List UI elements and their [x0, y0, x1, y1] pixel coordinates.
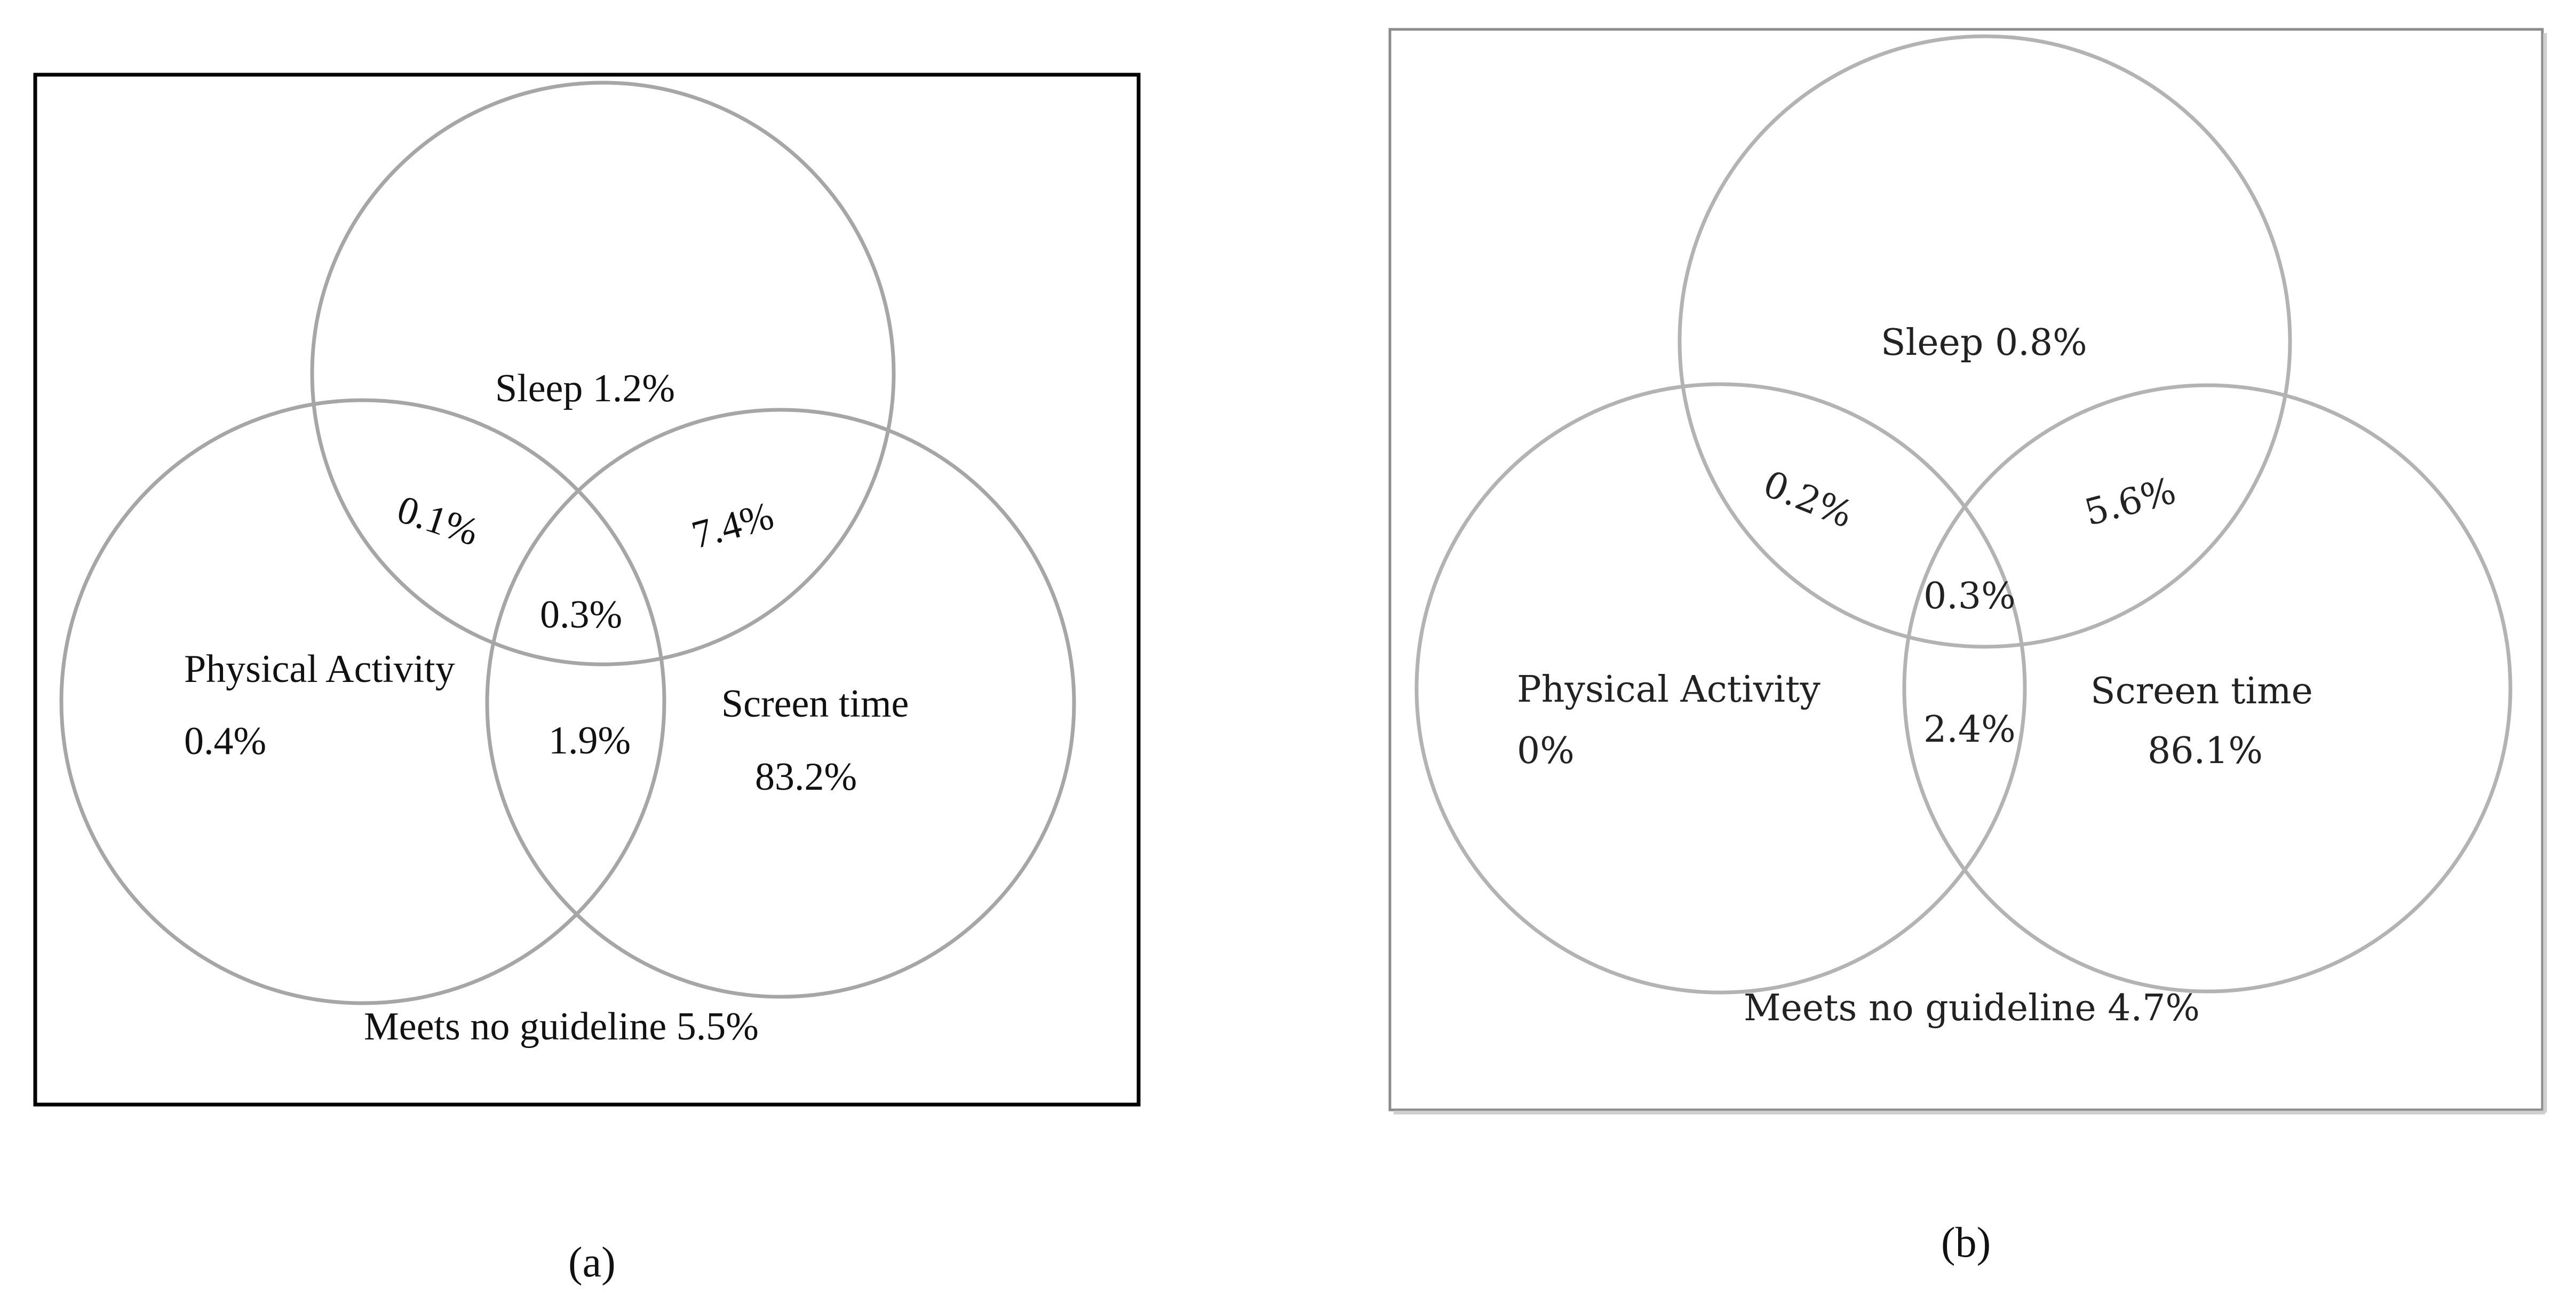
panel-a-sleep-label: Sleep 1.2% — [495, 367, 675, 410]
panel-a-physical-activity-pct: 0.4% — [184, 719, 266, 763]
panel-b-physical-activity-label: Physical Activity — [1517, 669, 1820, 711]
panel-b-caption: (b) — [1941, 1219, 1991, 1266]
panel-b-sleep-circle — [1677, 34, 2292, 649]
panel-b-sleep-pa-label: 0.2% — [1758, 463, 1859, 537]
panel-a-sleep-pa-label: 0.1% — [392, 487, 484, 554]
panel-b-no-guideline-label: Meets no guideline 4.7% — [1744, 987, 2200, 1029]
panel-b-all-three-label: 0.3% — [1923, 575, 2016, 617]
panel-a-all-three-label: 0.3% — [540, 593, 622, 637]
panel-a: Sleep 1.2% 0.1% 7.4% 0.3% Physical Activ… — [33, 73, 1141, 1107]
panel-a-pa-screen-label: 1.9% — [548, 719, 631, 763]
panel-b-physical-activity-pct: 0% — [1517, 730, 1575, 772]
panel-b-screen-time-label: Screen time — [2090, 670, 2313, 712]
panel-a-sleep-screen-label: 7.4% — [687, 494, 778, 557]
panel-a-frame — [33, 73, 1141, 1107]
panel-a-screen-time-pct: 83.2% — [755, 755, 857, 799]
panel-b-pa-screen-label: 2.4% — [1923, 709, 2016, 751]
panel-a-screen-time-label: Screen time — [721, 682, 909, 726]
panel-b: Sleep 0.8% 0.2% 5.6% 0.3% Physical Activ… — [1388, 28, 2547, 1115]
panel-b-physical-activity-circle — [1414, 382, 2027, 995]
panel-b-screen-time-pct: 86.1% — [2148, 730, 2263, 772]
panel-b-frame — [1388, 28, 2544, 1112]
panel-a-physical-activity-circle — [59, 398, 666, 1005]
panel-b-sleep-label: Sleep 0.8% — [1881, 322, 2087, 364]
panel-a-sleep-circle — [310, 81, 896, 666]
panel-b-sleep-screen-label: 5.6% — [2080, 470, 2180, 534]
panel-b-screen-time-circle — [1902, 383, 2513, 994]
panel-a-no-guideline-label: Meets no guideline 5.5% — [364, 1005, 759, 1049]
panel-a-caption: (a) — [568, 1239, 616, 1286]
panel-a-screen-time-circle — [485, 408, 1076, 999]
panel-a-physical-activity-label: Physical Activity — [184, 647, 455, 691]
